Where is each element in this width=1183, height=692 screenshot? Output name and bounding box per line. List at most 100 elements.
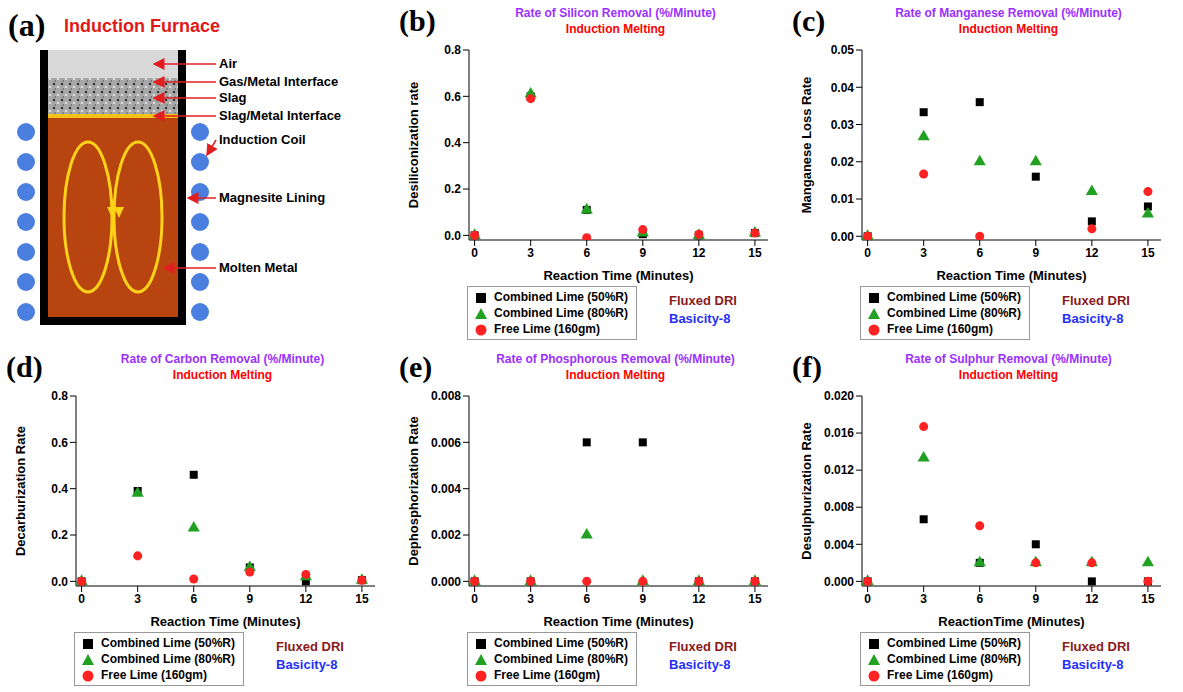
html-text:Fluxed DRI: Fluxed DRI bbox=[669, 639, 737, 654]
svg-text:0.4: 0.4 bbox=[51, 482, 68, 496]
svg-text:Reaction Time (Minutes): Reaction Time (Minutes) bbox=[150, 614, 300, 629]
svg-text:0.04: 0.04 bbox=[831, 81, 855, 95]
svg-text:Reaction Time (Minutes): Reaction Time (Minutes) bbox=[543, 614, 693, 629]
svg-text:0.004: 0.004 bbox=[431, 482, 461, 496]
svg-text:Induction Coil: Induction Coil bbox=[219, 132, 306, 147]
svg-text:9: 9 bbox=[639, 592, 646, 606]
svg-text:15: 15 bbox=[1141, 592, 1155, 606]
html-text:Fluxed DRI: Fluxed DRI bbox=[1062, 639, 1130, 654]
svg-text:Induction Furnace: Induction Furnace bbox=[64, 16, 220, 36]
svg-text:0.000: 0.000 bbox=[431, 575, 461, 589]
svg-text:15: 15 bbox=[748, 592, 762, 606]
svg-text:Reaction Time (Minutes): Reaction Time (Minutes) bbox=[936, 268, 1086, 283]
html-text:(f): (f) bbox=[792, 350, 822, 383]
svg-text:0.016: 0.016 bbox=[824, 426, 854, 440]
html-text:(d): (d) bbox=[6, 350, 43, 383]
svg-text:15: 15 bbox=[1141, 246, 1155, 260]
svg-text:0.6: 0.6 bbox=[444, 90, 461, 104]
svg-text:0.02: 0.02 bbox=[831, 155, 855, 169]
svg-text:0.008: 0.008 bbox=[824, 500, 854, 514]
svg-text:0.020: 0.020 bbox=[824, 389, 854, 403]
svg-text:3: 3 bbox=[527, 246, 534, 260]
svg-text:0: 0 bbox=[864, 592, 871, 606]
html-text:Rate of Manganese Removal (%/M: Rate of Manganese Removal (%/Minute) bbox=[895, 6, 1122, 20]
svg-text:0.00: 0.00 bbox=[831, 230, 855, 244]
svg-text:0.01: 0.01 bbox=[831, 192, 855, 206]
svg-text:0.4: 0.4 bbox=[444, 136, 461, 150]
html-text:Fluxed DRI: Fluxed DRI bbox=[276, 639, 344, 654]
svg-text:3: 3 bbox=[134, 592, 141, 606]
svg-text:6: 6 bbox=[583, 592, 590, 606]
svg-text:ReactionTime (Minutes): ReactionTime (Minutes) bbox=[938, 614, 1084, 629]
html-text:Induction Melting: Induction Melting bbox=[565, 22, 666, 36]
svg-text:0: 0 bbox=[471, 592, 478, 606]
svg-text:12: 12 bbox=[1085, 246, 1099, 260]
svg-text:0.0: 0.0 bbox=[444, 229, 461, 243]
svg-text:Decarburization Rate: Decarburization Rate bbox=[13, 426, 28, 556]
svg-text:Molten Metal: Molten Metal bbox=[219, 260, 298, 275]
svg-text:6: 6 bbox=[976, 246, 983, 260]
svg-text:9: 9 bbox=[246, 592, 253, 606]
svg-text:0.004: 0.004 bbox=[824, 538, 854, 552]
svg-text:Air: Air bbox=[219, 56, 237, 71]
html-text:(c): (c) bbox=[792, 4, 826, 37]
svg-text:Desiliconization rate: Desiliconization rate bbox=[406, 82, 421, 208]
html-text:Basicity-8: Basicity-8 bbox=[1062, 311, 1124, 326]
html-text:Basicity-8: Basicity-8 bbox=[1062, 657, 1124, 672]
svg-text:0.8: 0.8 bbox=[444, 43, 461, 57]
svg-text:15: 15 bbox=[748, 246, 762, 260]
svg-text:Slag/Metal Interface: Slag/Metal Interface bbox=[219, 108, 341, 123]
svg-text:9: 9 bbox=[1032, 246, 1039, 260]
svg-text:0.0: 0.0 bbox=[51, 575, 68, 589]
html-text:Combined Lime (80%R): Combined Lime (80%R) bbox=[494, 306, 628, 320]
svg-text:0.8: 0.8 bbox=[51, 389, 68, 403]
svg-text:0: 0 bbox=[471, 246, 478, 260]
svg-text:6: 6 bbox=[190, 592, 197, 606]
svg-text:Manganese Loss Rate: Manganese Loss Rate bbox=[799, 77, 814, 214]
svg-text:Gas/Metal Interface: Gas/Metal Interface bbox=[219, 74, 338, 89]
svg-text:9: 9 bbox=[1032, 592, 1039, 606]
svg-text:Desulphurization Rate: Desulphurization Rate bbox=[799, 422, 814, 559]
svg-text:0.03: 0.03 bbox=[831, 118, 855, 132]
svg-text:0.006: 0.006 bbox=[431, 436, 461, 450]
svg-text:Reaction Time (Minutes): Reaction Time (Minutes) bbox=[543, 268, 693, 283]
svg-text:0: 0 bbox=[78, 592, 85, 606]
svg-text:15: 15 bbox=[355, 592, 369, 606]
html-text:Combined Lime (80%R): Combined Lime (80%R) bbox=[887, 306, 1021, 320]
html-text:Fluxed DRI: Fluxed DRI bbox=[1062, 293, 1130, 308]
html-text:Combined Lime (50%R): Combined Lime (50%R) bbox=[887, 290, 1021, 304]
html-text:Basicity-8: Basicity-8 bbox=[669, 657, 731, 672]
svg-text:6: 6 bbox=[976, 592, 983, 606]
svg-text:12: 12 bbox=[299, 592, 313, 606]
html-text:Free Lime (160gm): Free Lime (160gm) bbox=[494, 322, 600, 336]
svg-text:6: 6 bbox=[583, 246, 590, 260]
html-text:Rate of Silicon Removal (%/Min: Rate of Silicon Removal (%/Minute) bbox=[515, 6, 716, 20]
svg-text:0.002: 0.002 bbox=[431, 528, 461, 542]
svg-text:3: 3 bbox=[920, 592, 927, 606]
svg-text:Slag: Slag bbox=[219, 90, 247, 105]
svg-text:9: 9 bbox=[639, 246, 646, 260]
html-text:Fluxed DRI: Fluxed DRI bbox=[669, 293, 737, 308]
svg-text:3: 3 bbox=[920, 246, 927, 260]
svg-text:3: 3 bbox=[527, 592, 534, 606]
svg-text:0.6: 0.6 bbox=[51, 436, 68, 450]
html-text:Combined Lime (50%R): Combined Lime (50%R) bbox=[494, 290, 628, 304]
html-text:(b): (b) bbox=[399, 4, 436, 37]
svg-text:0.2: 0.2 bbox=[444, 182, 461, 196]
svg-text:0.012: 0.012 bbox=[824, 463, 854, 477]
svg-text:0.2: 0.2 bbox=[51, 528, 68, 542]
html-text:Basicity-8: Basicity-8 bbox=[669, 311, 731, 326]
svg-text:0.008: 0.008 bbox=[431, 389, 461, 403]
html-text:Induction Melting: Induction Melting bbox=[958, 22, 1059, 36]
svg-text:Magnesite Lining: Magnesite Lining bbox=[219, 190, 325, 205]
svg-text:0.05: 0.05 bbox=[831, 43, 855, 57]
svg-text:0: 0 bbox=[864, 246, 871, 260]
svg-text:12: 12 bbox=[1085, 592, 1099, 606]
html-text:Basicity-8: Basicity-8 bbox=[276, 657, 338, 672]
svg-text:12: 12 bbox=[692, 592, 706, 606]
svg-text:12: 12 bbox=[692, 246, 706, 260]
svg-text:Dephosphorization Rate: Dephosphorization Rate bbox=[406, 416, 421, 566]
svg-text:(a): (a) bbox=[8, 7, 45, 43]
svg-text:0.000: 0.000 bbox=[824, 575, 854, 589]
html-text:(e): (e) bbox=[399, 350, 433, 383]
